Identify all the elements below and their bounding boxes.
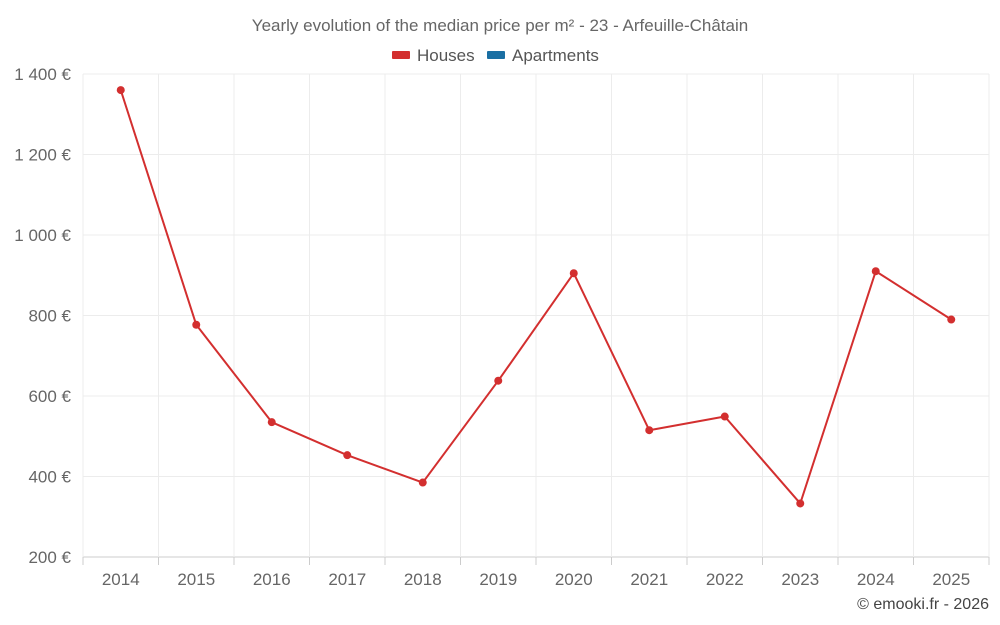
data-point-houses-2016[interactable] — [267, 418, 276, 427]
data-point-houses-2023[interactable] — [796, 499, 805, 508]
data-point-houses-2014[interactable] — [116, 86, 125, 95]
y-axis: 200 € 400 € 600 € 800 € 1 000 € 1 200 € 1 400 … — [14, 65, 71, 567]
x-tick-label: 2020 — [555, 570, 593, 589]
y-tick-label: 1 200 € — [14, 146, 71, 165]
legend: Houses Apartments — [392, 46, 599, 65]
y-tick-label: 1 400 € — [14, 65, 71, 84]
y-tick-label: 600 € — [28, 387, 71, 406]
data-point-houses-2022[interactable] — [720, 412, 729, 421]
y-tick-label: 800 € — [28, 307, 71, 326]
series-houses — [116, 86, 956, 508]
x-tick-label: 2019 — [479, 570, 517, 589]
data-point-houses-2018[interactable] — [418, 478, 427, 487]
data-point-houses-2019[interactable] — [494, 376, 503, 385]
x-tick-label: 2015 — [177, 570, 215, 589]
x-tick-label: 2016 — [253, 570, 291, 589]
data-point-houses-2024[interactable] — [871, 267, 880, 276]
y-tick-label: 200 € — [28, 548, 71, 567]
data-point-houses-2025[interactable] — [947, 315, 956, 324]
legend-swatch-houses — [392, 51, 410, 59]
legend-label-houses: Houses — [417, 46, 475, 65]
legend-label-apartments: Apartments — [512, 46, 599, 65]
y-tick-label: 1 000 € — [14, 226, 71, 245]
x-tick-label: 2014 — [102, 570, 140, 589]
legend-item-apartments[interactable]: Apartments — [487, 46, 599, 65]
x-tick-label: 2017 — [328, 570, 366, 589]
x-tick-label: 2025 — [932, 570, 970, 589]
x-tick-label: 2023 — [781, 570, 819, 589]
grid — [82, 73, 990, 558]
x-axis: 2014 2015 2016 2017 2018 2019 2020 2021 2022 2023… — [82, 557, 990, 589]
data-point-houses-2015[interactable] — [192, 320, 201, 329]
x-tick-label: 2024 — [857, 570, 895, 589]
legend-item-houses[interactable]: Houses — [392, 46, 475, 65]
x-tick-label: 2022 — [706, 570, 744, 589]
data-point-houses-2021[interactable] — [645, 426, 654, 435]
data-point-houses-2020[interactable] — [569, 269, 578, 278]
data-point-houses-2017[interactable] — [343, 451, 352, 460]
x-tick-label: 2021 — [630, 570, 668, 589]
series-line-houses — [119, 89, 952, 505]
legend-swatch-apartments — [487, 51, 505, 59]
x-tick-label: 2018 — [404, 570, 442, 589]
y-tick-label: 400 € — [28, 468, 71, 487]
chart-title: Yearly evolution of the median price per… — [252, 16, 748, 35]
credit: © emooki.fr - 2026 — [857, 596, 989, 613]
